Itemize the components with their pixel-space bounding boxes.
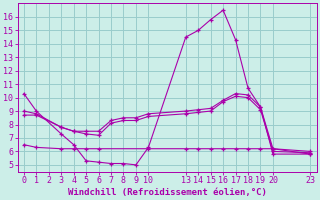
X-axis label: Windchill (Refroidissement éolien,°C): Windchill (Refroidissement éolien,°C) xyxy=(68,188,267,197)
